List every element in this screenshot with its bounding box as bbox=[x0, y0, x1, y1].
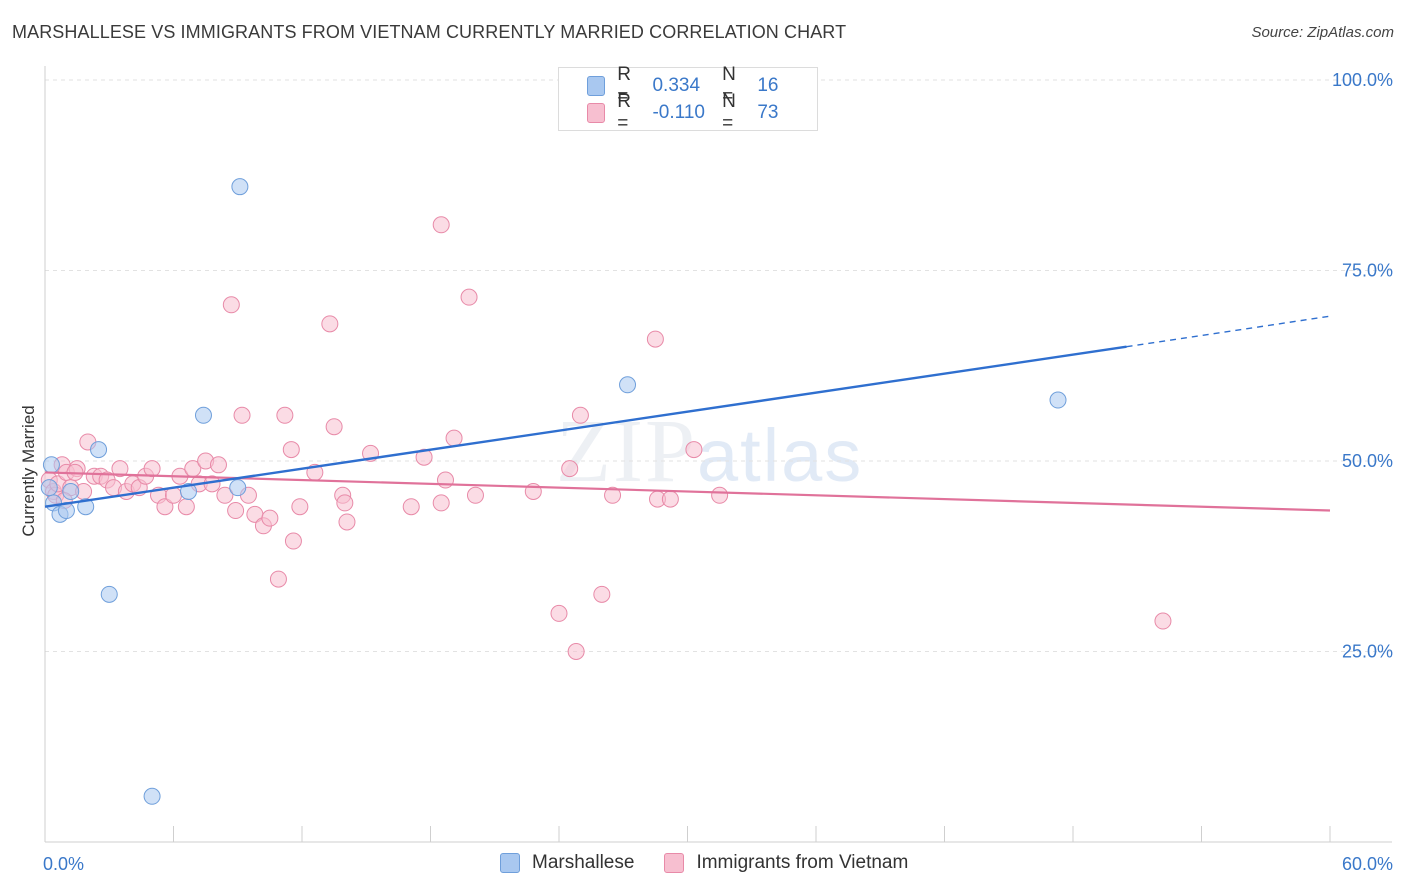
marshallese-point bbox=[1049, 391, 1067, 409]
legend-row-marshallese: R = 0.334 N = 16 bbox=[587, 64, 817, 107]
vietnam-point bbox=[571, 406, 589, 424]
vietnam-point bbox=[276, 406, 294, 424]
vietnam-point bbox=[269, 570, 287, 588]
marshallese-point bbox=[100, 585, 118, 603]
legend-swatch-vietnam bbox=[587, 103, 606, 123]
vietnam-trend-line bbox=[44, 471, 1331, 512]
series-swatch-marshallese bbox=[500, 853, 520, 873]
legend-row-vietnam: R = -0.110 N = 73 bbox=[587, 91, 817, 134]
vietnam-point bbox=[291, 498, 309, 516]
marshallese-point bbox=[619, 376, 637, 394]
marshallese-point bbox=[194, 406, 212, 424]
vietnam-point bbox=[1154, 612, 1172, 630]
vietnam-point bbox=[156, 498, 174, 516]
series-label-vietnam: Immigrants from Vietnam bbox=[696, 852, 909, 873]
y-tick-label: 75.0% bbox=[1342, 261, 1393, 281]
source-label: Source: ZipAtlas.com bbox=[1251, 24, 1394, 41]
marshallese-point bbox=[143, 787, 161, 805]
marshallese-point bbox=[77, 498, 95, 516]
y-tick-label: 100.0% bbox=[1332, 70, 1393, 90]
series-label-marshallese: Marshallese bbox=[532, 852, 635, 873]
vietnam-point bbox=[432, 494, 450, 512]
marshallese-point bbox=[231, 178, 249, 196]
vietnam-point bbox=[711, 486, 729, 504]
vietnam-point bbox=[415, 448, 433, 466]
y-tick-label: 25.0% bbox=[1342, 642, 1393, 662]
vietnam-point bbox=[561, 460, 579, 478]
vietnam-point bbox=[338, 513, 356, 531]
vietnam-point bbox=[685, 441, 703, 459]
marshallese-point bbox=[229, 479, 247, 497]
x-tick-label: 0.0% bbox=[43, 854, 84, 874]
vietnam-point bbox=[460, 288, 478, 306]
legend-n-value: 16 bbox=[757, 75, 779, 96]
vietnam-point bbox=[321, 315, 339, 333]
legend-n-label: N = bbox=[722, 64, 736, 107]
legend-n-label: N = bbox=[722, 91, 736, 134]
legend-swatch-marshallese bbox=[587, 76, 606, 96]
correlation-legend: R = 0.334 N = 16 R = -0.110 N = 73 bbox=[558, 64, 818, 134]
vietnam-point bbox=[177, 498, 195, 516]
vietnam-point bbox=[325, 418, 343, 436]
y-tick-label: 50.0% bbox=[1342, 451, 1393, 471]
vietnam-point bbox=[604, 486, 622, 504]
y-axis-title: Currently Married bbox=[19, 405, 38, 536]
vietnam-point bbox=[436, 471, 454, 489]
legend-r-label: R = bbox=[617, 64, 631, 107]
vietnam-point bbox=[593, 585, 611, 603]
series-legend-item-vietnam[interactable]: Immigrants from Vietnam bbox=[664, 852, 908, 874]
marshallese-point bbox=[40, 479, 58, 497]
vietnam-point bbox=[661, 490, 679, 508]
vietnam-point bbox=[445, 429, 463, 447]
vietnam-point bbox=[550, 604, 568, 622]
vietnam-point bbox=[567, 643, 585, 660]
vietnam-point bbox=[233, 406, 251, 424]
series-legend-item-marshallese[interactable]: Marshallese bbox=[500, 852, 634, 874]
vietnam-point bbox=[222, 296, 240, 314]
vietnam-point bbox=[261, 509, 279, 527]
legend-r-value: 0.334 bbox=[652, 75, 701, 96]
vietnam-point bbox=[216, 486, 234, 504]
x-tick-label: 60.0% bbox=[1342, 854, 1393, 874]
vietnam-point bbox=[336, 494, 354, 512]
vietnam-point bbox=[209, 456, 227, 474]
vietnam-point bbox=[646, 330, 664, 348]
vietnam-point bbox=[432, 216, 450, 234]
vietnam-point bbox=[282, 441, 300, 459]
watermark-atlas: atlas bbox=[697, 414, 864, 497]
legend-r-value: -0.110 bbox=[652, 102, 705, 123]
vietnam-point bbox=[284, 532, 302, 550]
vietnam-point bbox=[143, 460, 161, 478]
vietnam-point bbox=[111, 460, 129, 478]
series-swatch-vietnam bbox=[664, 853, 685, 873]
marshallese-trend-line bbox=[44, 345, 1127, 508]
watermark: ZIPatlas bbox=[556, 400, 863, 503]
marshallese-point bbox=[42, 456, 60, 474]
series-legend: Marshallese Immigrants from Vietnam bbox=[500, 852, 938, 874]
legend-r-label: R = bbox=[617, 91, 631, 134]
marshallese-point bbox=[179, 482, 197, 500]
vietnam-point bbox=[402, 498, 420, 516]
marshallese-point bbox=[62, 482, 80, 500]
vietnam-point bbox=[227, 502, 245, 520]
chart-title: MARSHALLESE VS IMMIGRANTS FROM VIETNAM C… bbox=[12, 22, 847, 42]
legend-n-value: 73 bbox=[757, 102, 779, 123]
vietnam-point bbox=[466, 486, 484, 504]
marshallese-trend-extension bbox=[1126, 315, 1331, 348]
marshallese-point bbox=[90, 441, 108, 459]
